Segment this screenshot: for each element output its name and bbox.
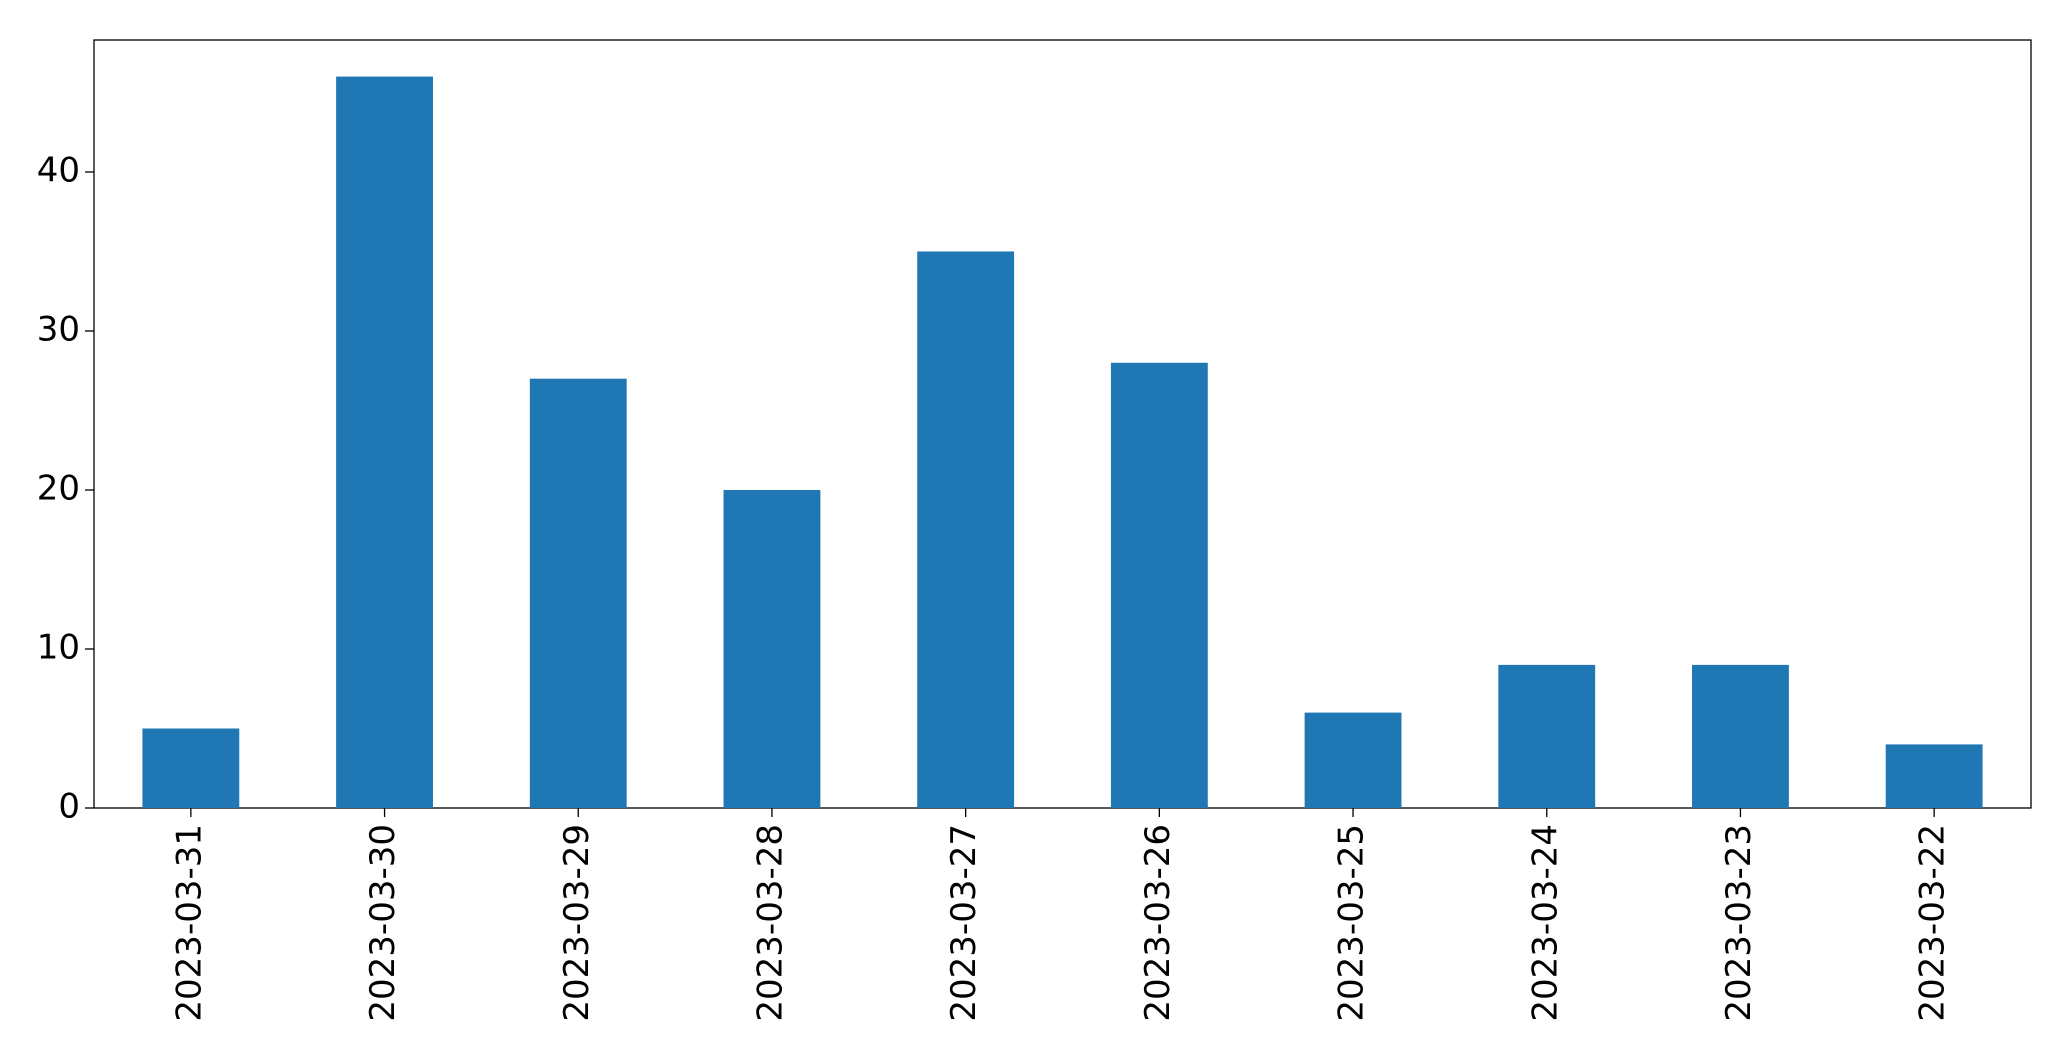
bar <box>917 251 1015 808</box>
bar <box>1498 664 1596 808</box>
bar <box>723 489 821 808</box>
x-tick-label: 2023-03-28 <box>750 824 790 1022</box>
x-tick-label: 2023-03-22 <box>1913 824 1953 1022</box>
bar <box>1885 744 1983 808</box>
plot-frame <box>93 39 2032 809</box>
x-tick-label: 2023-03-23 <box>1719 824 1759 1022</box>
y-tick-label: 40 <box>37 150 80 190</box>
y-tick-label: 30 <box>37 309 80 349</box>
bar <box>529 378 627 808</box>
bar <box>336 76 433 809</box>
x-tick-label: 2023-03-29 <box>557 824 597 1022</box>
bar <box>1110 362 1208 808</box>
x-tick-label: 2023-03-31 <box>169 824 209 1022</box>
y-tick-label: 20 <box>37 468 80 508</box>
y-tick-label: 0 <box>58 787 80 827</box>
x-tick-label: 2023-03-30 <box>363 824 403 1022</box>
bar <box>1692 664 1789 808</box>
bar <box>142 728 240 808</box>
bar <box>1304 712 1402 808</box>
x-tick-label: 2023-03-24 <box>1525 824 1565 1022</box>
x-tick-label: 2023-03-25 <box>1332 824 1372 1022</box>
x-tick-label: 2023-03-26 <box>1138 824 1178 1022</box>
x-tick-label: 2023-03-27 <box>944 824 984 1022</box>
y-tick-label: 10 <box>37 627 80 667</box>
